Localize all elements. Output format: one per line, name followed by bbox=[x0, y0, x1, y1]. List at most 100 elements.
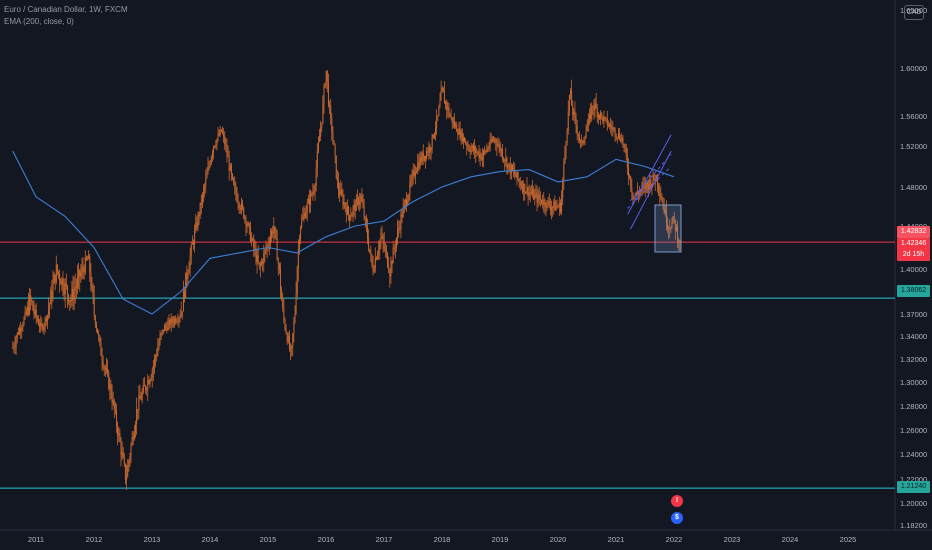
candle-body bbox=[189, 255, 191, 267]
candle-body bbox=[68, 294, 70, 302]
candle-body bbox=[138, 395, 140, 411]
candle-body bbox=[161, 329, 163, 333]
candle-body bbox=[46, 315, 48, 322]
candle-body bbox=[119, 433, 121, 442]
candle-body bbox=[85, 257, 87, 260]
candle-body bbox=[452, 121, 454, 124]
candle-body bbox=[17, 332, 19, 334]
candle-body bbox=[467, 145, 469, 147]
candle-body bbox=[158, 343, 160, 349]
candle-body bbox=[616, 136, 618, 138]
currency-button[interactable]: CAD bbox=[904, 5, 924, 20]
candle-body bbox=[669, 228, 671, 230]
candle-body bbox=[203, 189, 205, 195]
candle-body bbox=[157, 348, 159, 356]
candle-body bbox=[354, 204, 356, 211]
candle-body bbox=[171, 318, 173, 323]
candle-body bbox=[258, 262, 260, 266]
candle-body bbox=[438, 106, 440, 116]
candle-body bbox=[358, 198, 360, 205]
candle-body bbox=[417, 162, 419, 171]
candle-body bbox=[209, 163, 211, 166]
candle-body bbox=[124, 463, 126, 481]
candle-body bbox=[539, 198, 541, 200]
candle-body bbox=[670, 228, 672, 230]
candle-body bbox=[426, 151, 428, 159]
candle-body bbox=[238, 203, 240, 209]
candle-body bbox=[25, 312, 27, 315]
candle-body bbox=[56, 264, 58, 272]
candle-body bbox=[518, 179, 520, 182]
candle-body bbox=[378, 249, 380, 254]
candle-body bbox=[462, 137, 464, 142]
candle-body bbox=[623, 144, 625, 146]
candle-body bbox=[517, 172, 519, 180]
candle-body bbox=[594, 102, 596, 111]
candle-body bbox=[187, 273, 189, 279]
candle-body bbox=[614, 128, 616, 136]
candle-body bbox=[66, 285, 68, 295]
candle-body bbox=[136, 409, 138, 425]
candle-body bbox=[385, 249, 387, 254]
candle-body bbox=[140, 398, 142, 400]
candle-body bbox=[437, 115, 439, 118]
candle-body bbox=[412, 170, 414, 175]
candle-body bbox=[155, 356, 157, 359]
ema-indicator-label[interactable]: EMA (200, close, 0) bbox=[4, 17, 74, 26]
candle-body bbox=[303, 213, 305, 217]
candle-body bbox=[537, 194, 539, 203]
candle-body bbox=[590, 114, 592, 120]
candle-body bbox=[671, 221, 673, 229]
candle-body bbox=[644, 184, 646, 189]
y-tick-label: 1.28000 bbox=[900, 402, 927, 411]
candle-body bbox=[673, 216, 675, 220]
candle-body bbox=[353, 204, 355, 208]
candle-body bbox=[554, 201, 556, 211]
candle-body bbox=[64, 283, 66, 295]
candle-body bbox=[126, 476, 128, 481]
candle-body bbox=[44, 318, 46, 326]
candle-body bbox=[362, 201, 364, 207]
candle-body bbox=[577, 133, 579, 137]
candle-body bbox=[308, 198, 310, 205]
candle-body bbox=[249, 225, 251, 242]
candle-body bbox=[145, 386, 147, 390]
candle-body bbox=[679, 239, 681, 244]
candle-body bbox=[43, 325, 45, 331]
candle-body bbox=[132, 436, 134, 440]
candle-body bbox=[261, 261, 263, 265]
candle-body bbox=[649, 179, 651, 190]
y-tick-label: 1.32000 bbox=[900, 355, 927, 364]
candle-body bbox=[178, 317, 180, 321]
symbol-title[interactable]: Euro / Canadian Dollar, 1W, FXCM bbox=[4, 5, 128, 14]
candle-body bbox=[384, 248, 386, 250]
candle-body bbox=[294, 313, 296, 323]
candle-body bbox=[216, 138, 218, 145]
dividend-marker-icon[interactable]: $ bbox=[671, 512, 683, 524]
candle-body bbox=[503, 158, 505, 160]
earnings-marker-icon[interactable]: ! bbox=[671, 495, 683, 507]
candle-body bbox=[504, 159, 506, 162]
candle-body bbox=[330, 105, 332, 119]
candle-body bbox=[191, 242, 193, 245]
candle-body bbox=[51, 290, 53, 299]
y-tick-label: 1.40000 bbox=[900, 265, 927, 274]
candle-body bbox=[661, 197, 663, 203]
candle-body bbox=[516, 172, 518, 178]
candle-body bbox=[544, 199, 546, 207]
y-tick-label: 1.26000 bbox=[900, 426, 927, 435]
candle-body bbox=[401, 214, 403, 217]
candle-body bbox=[455, 124, 457, 127]
candle-body bbox=[148, 380, 150, 384]
candle-body bbox=[176, 321, 178, 323]
candle-body bbox=[431, 134, 433, 148]
candle-body bbox=[129, 455, 131, 461]
candle-body bbox=[284, 319, 286, 329]
candle-body bbox=[369, 249, 371, 252]
candle-body bbox=[611, 126, 613, 130]
candle-body bbox=[601, 112, 603, 117]
candle-body bbox=[13, 347, 15, 349]
candle-body bbox=[597, 115, 599, 118]
candle-body bbox=[565, 141, 567, 151]
